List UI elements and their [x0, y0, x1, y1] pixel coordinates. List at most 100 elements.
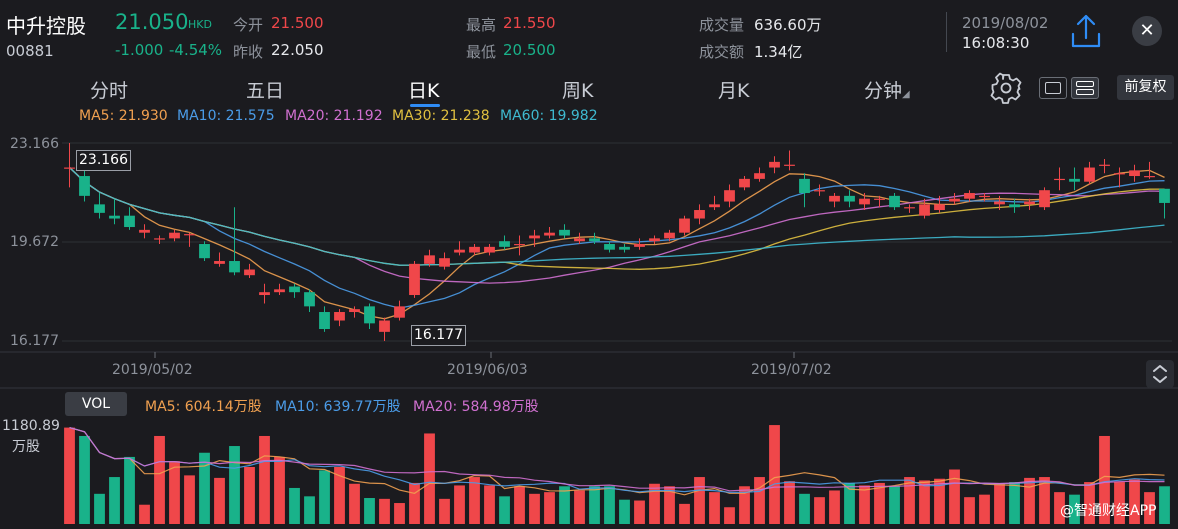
candle-body: [1054, 178, 1065, 181]
volume-bar: [1114, 482, 1125, 524]
tab-five-day[interactable]: 五日: [246, 80, 285, 102]
volume-axis-max: 1180.89: [2, 418, 60, 434]
ma10-line: [69, 167, 1165, 309]
candle-body: [679, 218, 690, 233]
candle-body: [574, 238, 585, 242]
candle-body: [814, 190, 825, 192]
candle-body: [934, 204, 945, 211]
candle-body: [949, 198, 960, 202]
volume-bar: [214, 477, 225, 524]
price-change: -1.000: [115, 41, 164, 59]
volume-bar: [334, 466, 345, 524]
volume-bar: [889, 486, 900, 524]
currency: HKD: [188, 18, 212, 31]
ma5-line: [69, 167, 1165, 320]
tab-minute-label: 分钟: [864, 80, 903, 102]
volume-bar: [799, 493, 810, 524]
tab-weekly-k[interactable]: 周K: [562, 80, 594, 102]
volume-bar: [589, 486, 600, 524]
adjust-forward-button[interactable]: 前复权: [1117, 75, 1174, 100]
candle-body: [454, 249, 465, 253]
volume-bar: [769, 425, 780, 524]
volume-bar: [379, 498, 390, 524]
volume-bar: [439, 498, 450, 524]
candle-body: [409, 263, 420, 296]
volume-bar: [454, 485, 465, 524]
candle-body: [1009, 204, 1020, 208]
candle-body: [499, 241, 510, 247]
volume-bar: [274, 456, 285, 524]
volume-value: 636.60万: [754, 16, 822, 34]
close-icon[interactable]: ✕: [1132, 16, 1162, 46]
candle-body: [964, 193, 975, 199]
candle-body: [874, 198, 885, 200]
volume-bar: [199, 452, 210, 524]
candle-body: [64, 167, 75, 169]
tab-daily-k[interactable]: 日K: [408, 80, 440, 102]
date-axis-label-2: 2019/06/03: [447, 362, 528, 378]
volume-bar: [754, 477, 765, 524]
ma30-legend: MA30: 21.238: [392, 108, 490, 124]
candle-body: [229, 261, 240, 273]
candle-body: [1144, 176, 1155, 178]
vol-ma10-legend: MA10: 639.77万股: [275, 399, 401, 415]
candle-body: [1099, 164, 1110, 166]
candle-body: [724, 190, 735, 202]
candle-body: [139, 229, 150, 233]
low-price-callout: 16.177: [411, 325, 466, 346]
high-label: 最高: [466, 16, 497, 34]
candle-body: [124, 215, 135, 228]
volume-bar: [409, 482, 420, 524]
volume-bar: [709, 492, 720, 524]
ma60-legend: MA60: 19.982: [500, 108, 598, 124]
volume-indicator-button[interactable]: VOL: [65, 392, 127, 416]
gear-icon[interactable]: [990, 72, 1022, 104]
volume-bar: [259, 435, 270, 524]
candle-body: [244, 269, 255, 276]
turnover-value: 1.34亿: [754, 43, 803, 61]
candle-body: [109, 215, 120, 219]
expand-collapse-icon[interactable]: [1146, 360, 1174, 388]
candle-body: [349, 309, 360, 313]
candle-body: [154, 238, 165, 240]
share-icon[interactable]: [1068, 12, 1104, 52]
candle-body: [784, 164, 795, 166]
volume-bar: [859, 485, 870, 524]
header-divider: [946, 12, 947, 52]
tab-intraday[interactable]: 分时: [90, 80, 129, 102]
volume-bar: [364, 498, 375, 524]
candle-body: [274, 289, 285, 293]
volume-bar: [559, 486, 570, 524]
volume-bar: [1069, 494, 1080, 524]
volume-bar: [79, 435, 90, 524]
volume-bar: [154, 435, 165, 524]
open-label: 今开: [233, 16, 264, 34]
quote-date: 2019/08/02: [962, 14, 1049, 32]
candle-body: [199, 244, 210, 259]
candle-body: [529, 235, 540, 239]
price-axis-mid: 19.672: [10, 234, 59, 250]
tab-monthly-k[interactable]: 月K: [718, 80, 750, 102]
volume-bar: [169, 461, 180, 524]
candle-body: [379, 320, 390, 332]
volume-bar: [664, 486, 675, 524]
candle-body: [559, 229, 570, 236]
candle-body: [439, 258, 450, 267]
volume-bar: [484, 485, 495, 524]
tab-minute[interactable]: 分钟◢: [864, 76, 910, 103]
candle-body: [769, 161, 780, 168]
volume-bar: [394, 503, 405, 524]
split-panel-layout-icon[interactable]: [1071, 77, 1099, 99]
prev-close-value: 22.050: [271, 41, 324, 59]
candle-body: [904, 207, 915, 209]
volume-bar: [544, 492, 555, 524]
volume-bar: [319, 470, 330, 524]
candle-body: [694, 210, 705, 219]
candle-body: [589, 238, 600, 242]
candle-body: [979, 195, 990, 198]
ma5-legend: MA5: 21.930: [79, 108, 168, 124]
candle-body: [1114, 173, 1125, 175]
single-panel-layout-icon[interactable]: [1039, 77, 1067, 99]
volume-bar: [844, 482, 855, 524]
